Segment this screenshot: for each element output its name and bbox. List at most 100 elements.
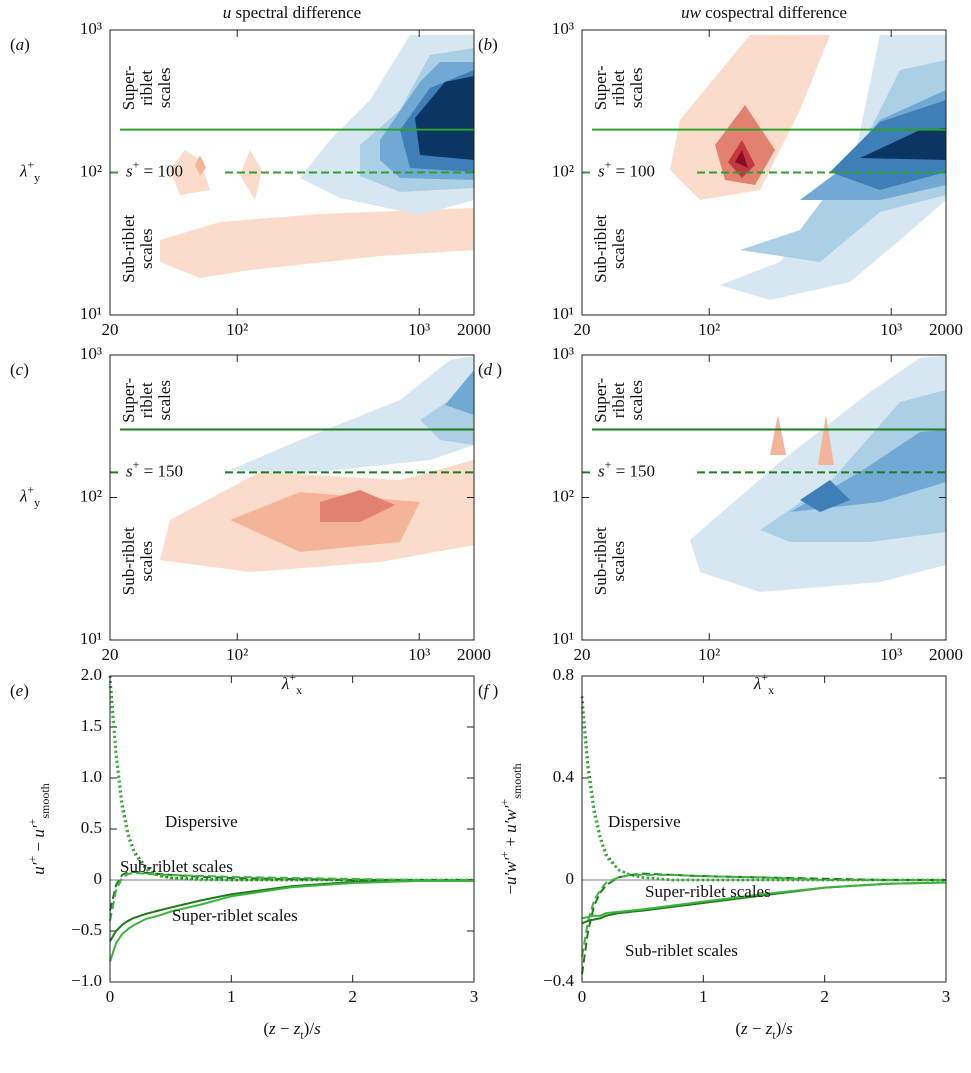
text-part: = 100 (139, 161, 183, 180)
text-part: ) (24, 35, 30, 54)
annotation: Dispersive (165, 812, 238, 831)
text-part: y (34, 495, 40, 509)
text-part: + (27, 157, 34, 171)
x-tick-label: 1 (227, 987, 236, 1006)
text-part: smooth (510, 763, 524, 798)
sub-riblet-label: Sub-riblet (119, 527, 138, 595)
y-tick-label: 1.0 (81, 767, 102, 786)
x-axis-label: (z − zt)/s (735, 1019, 793, 1042)
y-tick-label: −0.5 (71, 920, 102, 939)
text-part: + (133, 457, 140, 471)
text-part: s (314, 1019, 321, 1038)
x-tick-label: 10² (698, 645, 720, 664)
text-part: + (25, 856, 39, 863)
x-tick-label: 0 (106, 987, 115, 1006)
text-part: ( (478, 35, 484, 54)
y-tick-label: 10¹ (80, 304, 102, 323)
y-axis-label: −u′w′+ + u′w′+smooth (497, 763, 524, 894)
text-part: b (484, 35, 493, 54)
line-series (581, 873, 946, 957)
x-tick-label: 10² (698, 320, 720, 339)
line-series (109, 880, 474, 942)
text-part: λ (19, 161, 27, 180)
riblet-label: s+ = 100 (598, 157, 655, 180)
text-part: + (501, 833, 520, 851)
text-part: y (34, 170, 40, 184)
line-series (108, 686, 474, 882)
sub-riblet-label: scales (137, 228, 156, 269)
text-part: s (598, 161, 605, 180)
x-axis-label: (z − zt)/s (263, 1019, 321, 1042)
panel-label: (a) (10, 35, 30, 54)
text-part: − (748, 1019, 766, 1038)
text-part: ( (478, 681, 484, 700)
riblet-label: s+ = 100 (126, 157, 183, 180)
plot-frame (581, 675, 947, 983)
y-tick-label: 10³ (80, 344, 102, 363)
sub-riblet-label: scales (609, 228, 628, 269)
super-riblet-label: scales (627, 380, 646, 421)
y-tick-label: 10² (80, 161, 102, 180)
super-riblet-label: riblet (137, 70, 156, 106)
text-part: f (484, 681, 491, 700)
y-tick-label: −0.4 (543, 971, 574, 990)
text-part: + (289, 670, 296, 684)
text-part: e (16, 681, 24, 700)
y-tick-label: 2.0 (81, 665, 102, 684)
x-tick-label: 1 (699, 987, 708, 1006)
super-riblet-label: riblet (609, 70, 628, 106)
super-riblet-label: scales (627, 68, 646, 109)
contours-c (160, 356, 474, 572)
x-tick-label: 10³ (408, 645, 430, 664)
text-part: = 100 (611, 161, 655, 180)
super-riblet-label: riblet (609, 382, 628, 418)
x-tick-label: 20 (102, 320, 119, 339)
text-part: z (765, 1019, 773, 1038)
y-axis-label: u′+ − u′+smooth (25, 783, 52, 874)
text-part: + (25, 818, 39, 825)
panel-title: u spectral difference (223, 3, 361, 22)
annotation: Super-riblet scales (172, 906, 298, 925)
text-part: u′ (29, 862, 48, 875)
text-part: ( (10, 681, 16, 700)
super-riblet-label: Super- (119, 377, 138, 422)
contours-a (160, 35, 474, 278)
text-part: + (761, 670, 768, 684)
text-part: ( (478, 360, 484, 379)
x-tick-label: 10³ (880, 645, 902, 664)
sub-riblet-label: scales (609, 541, 628, 582)
super-riblet-label: riblet (137, 382, 156, 418)
text-part: s (598, 461, 605, 480)
line-series (580, 696, 946, 882)
text-part: ( (10, 35, 16, 54)
x-tick-label: 2 (820, 987, 829, 1006)
text-part: ) (23, 360, 29, 379)
annotation: Super-riblet scales (645, 882, 771, 901)
text-part: + (497, 851, 511, 858)
y-tick-label: 10¹ (552, 304, 574, 323)
text-part: s (786, 1019, 793, 1038)
text-part: spectral difference (231, 3, 361, 22)
line-series (109, 870, 474, 911)
line-series (108, 675, 474, 882)
text-part: λ (19, 486, 27, 505)
panel-title: uw cospectral difference (681, 3, 847, 22)
panel-label: (f ) (478, 681, 498, 700)
x-tick-label: 20 (574, 645, 591, 664)
text-part: s (126, 161, 133, 180)
y-tick-label: 10³ (80, 19, 102, 38)
text-part: z (740, 1019, 748, 1038)
x-tick-label: 3 (470, 987, 479, 1006)
plot-frame (109, 354, 475, 641)
y-axis-label: λ+y (19, 482, 40, 509)
sub-riblet-label: Sub-riblet (591, 214, 610, 282)
x-tick-label: 10² (226, 320, 248, 339)
y-tick-label: 10¹ (80, 629, 102, 648)
y-tick-label: 10² (552, 486, 574, 505)
x-axis-label: λ+x (753, 670, 774, 697)
y-tick-label: 10³ (552, 344, 574, 363)
text-part: u′ (29, 825, 48, 838)
text-part: u′w′ (501, 805, 520, 833)
y-tick-label: 0 (94, 869, 103, 888)
